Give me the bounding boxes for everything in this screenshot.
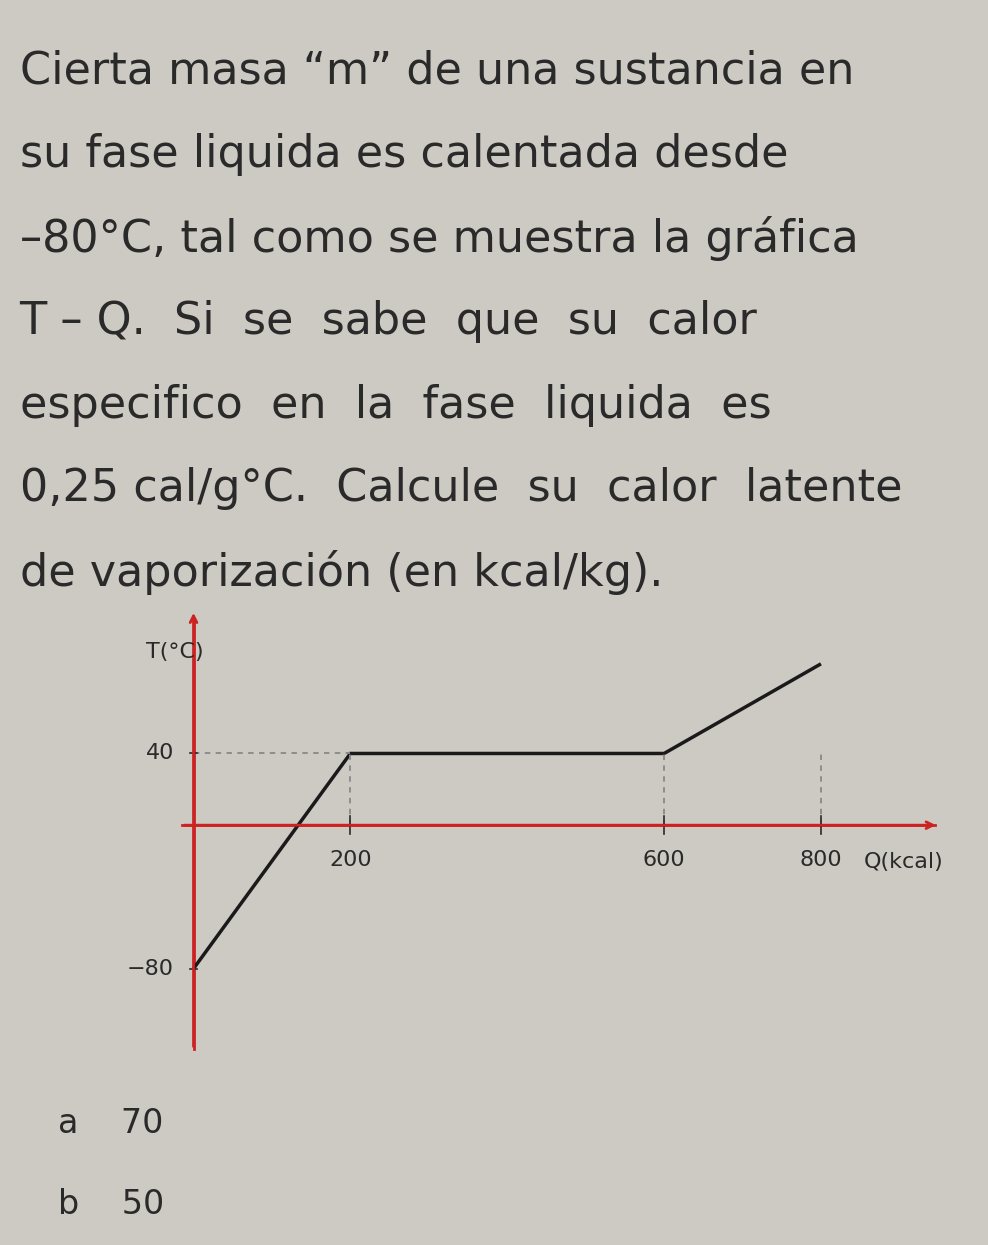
Text: a    70: a 70 — [58, 1107, 164, 1140]
Text: 0,25 cal/g°C.  Calcule  su  calor  latente: 0,25 cal/g°C. Calcule su calor latente — [20, 467, 902, 510]
Text: 200: 200 — [329, 850, 371, 870]
Text: Q(kcal): Q(kcal) — [864, 852, 944, 871]
Text: de vaporización (en kcal/kg).: de vaporización (en kcal/kg). — [20, 550, 663, 595]
Text: Cierta masa “m” de una sustancia en: Cierta masa “m” de una sustancia en — [20, 50, 854, 92]
Text: 800: 800 — [799, 850, 842, 870]
Text: –80°C, tal como se muestra la gráfica: –80°C, tal como se muestra la gráfica — [20, 215, 859, 260]
Text: 600: 600 — [643, 850, 686, 870]
Text: su fase liquida es calentada desde: su fase liquida es calentada desde — [20, 133, 788, 176]
Text: T – Q.  Si  se  sabe  que  su  calor: T – Q. Si se sabe que su calor — [20, 300, 758, 344]
Text: −80: −80 — [126, 959, 174, 979]
Text: T(°C): T(°C) — [146, 642, 205, 662]
Text: especifico  en  la  fase  liquida  es: especifico en la fase liquida es — [20, 383, 772, 427]
Text: 40: 40 — [145, 743, 174, 763]
Text: b    50: b 50 — [58, 1188, 165, 1221]
